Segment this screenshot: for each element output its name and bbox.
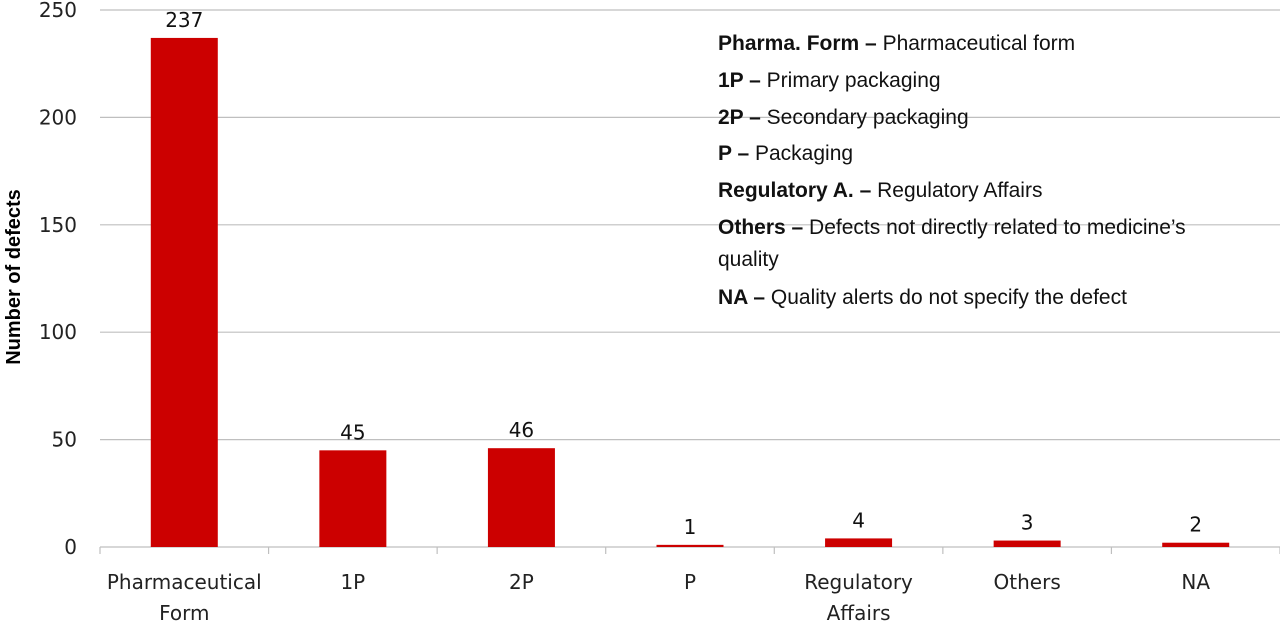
y-tick-label: 150 [39,213,77,237]
legend-description: Secondary packaging [760,105,969,129]
data-label: 3 [1021,511,1034,535]
legend-note: NA – Quality alerts do not specify the d… [718,280,1238,317]
legend-note: 1P – Primary packaging [718,63,1238,100]
legend-note: Pharma. Form – Pharmaceutical form [718,26,1238,63]
grid-lines [99,9,1280,554]
legend-term: 1P – [718,68,761,92]
y-tick-label: 50 [52,428,77,452]
legend-term: P – [718,142,750,166]
bar [993,540,1061,547]
x-tick-label: P [684,570,696,594]
y-tick-label: 0 [64,535,77,559]
legend-note: 2P – Secondary packaging [718,100,1238,137]
legend-description: Regulatory Affairs [871,179,1043,203]
x-tick-label: Others [994,570,1061,594]
data-label: 45 [340,420,365,444]
legend-term: Regulatory A. – [718,179,872,203]
legend-description: Packaging [749,142,854,166]
bars [150,37,1230,547]
y-tick-label: 200 [39,105,77,129]
legend-term: 2P – [718,105,761,129]
x-tick-label: Pharmaceutical Form [107,570,262,624]
bar [825,538,893,547]
data-label: 237 [165,8,203,32]
y-tick-label: 250 [39,0,77,22]
y-axis-label: Number of defects [3,189,25,365]
legend-note: P – Packaging [718,136,1238,173]
legend-description: Quality alerts do not specify the defect [765,285,1127,309]
legend-description: Pharmaceutical form [876,32,1076,55]
y-tick-labels: 0 50 100 150 200 250 [39,0,77,559]
x-tick-label: Regulatory Affairs [804,570,913,624]
data-label: 1 [684,515,697,539]
x-tick-label: 1P [340,570,365,594]
data-label: 46 [509,418,534,442]
legend-term: Others – [718,215,804,239]
x-tick-label: NA [1181,570,1210,594]
data-label: 2 [1189,513,1202,537]
legend-note: Others – Defects not directly related to… [718,210,1238,276]
x-tick-label: 2P [509,570,534,594]
legend-term: Pharma. Form – [718,32,877,55]
y-tick-label: 100 [39,320,77,344]
legend-term: NA – [718,285,766,309]
bar [1162,542,1230,547]
data-label: 4 [852,508,865,532]
abbreviation-legend: Pharma. Form – Pharmaceutical form 1P – P… [718,26,1238,317]
bar [656,544,724,547]
bar [487,448,555,547]
legend-description: Primary packaging [760,68,941,92]
data-labels: 237 45 46 1 4 3 2 [165,8,1202,539]
x-tick-labels: Pharmaceutical Form 1P 2P P Regulatory Affairs… [107,570,1210,624]
bar [319,450,387,547]
legend-note: Regulatory A. – Regulatory Affairs [718,173,1238,210]
bar [150,37,218,547]
legend-description: Defects not directly related to medicine… [718,215,1186,271]
